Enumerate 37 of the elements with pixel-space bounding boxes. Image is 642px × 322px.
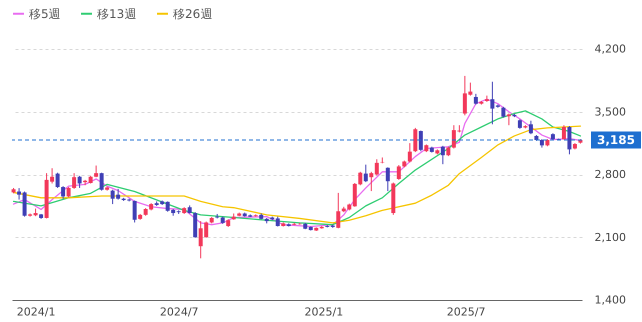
candlestick	[413, 127, 418, 153]
y-tick-label: 1,400	[594, 294, 626, 306]
y-tick-label: 2,100	[594, 230, 626, 244]
candlestick	[380, 156, 384, 164]
candlestick	[446, 146, 450, 157]
candlestick	[418, 130, 423, 152]
candlestick	[336, 192, 340, 229]
legend-label: 移5週	[29, 6, 61, 21]
x-tick-label: 2024/1	[16, 306, 56, 318]
candlestick	[364, 164, 368, 183]
candlestick	[132, 200, 137, 223]
candlestick	[562, 124, 566, 140]
ref-line-label: 3,185	[597, 132, 635, 147]
x-tick-label: 2024/7	[160, 306, 199, 318]
y-tick-label: 3,500	[594, 105, 626, 118]
candlestick	[56, 172, 60, 188]
candlestick	[528, 120, 533, 135]
candlestick	[94, 165, 98, 178]
candlestick	[72, 172, 76, 190]
candlestick	[100, 172, 104, 192]
legend-label: 移13週	[97, 6, 136, 21]
candlestick	[61, 186, 66, 200]
x-tick-label: 2025/7	[446, 306, 486, 318]
candlestick	[474, 93, 478, 106]
candlestick	[567, 126, 572, 155]
candlestick	[408, 142, 412, 163]
candlestick	[78, 175, 82, 188]
candlestick	[440, 145, 445, 165]
candlestick	[386, 166, 390, 192]
legend-label: 移26週	[173, 6, 212, 21]
x-tick-label: 2025/1	[304, 306, 344, 318]
y-tick-label: 4,200	[594, 42, 626, 56]
y-tick-label: 2,800	[594, 168, 626, 181]
candlestick	[501, 106, 506, 118]
candlestick	[396, 164, 401, 180]
candlestick	[66, 186, 71, 198]
candlestick	[518, 118, 522, 130]
